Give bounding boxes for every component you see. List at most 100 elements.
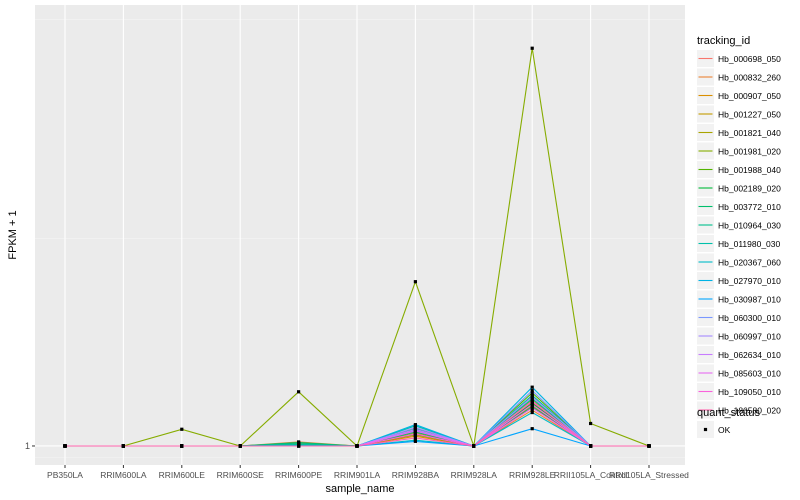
point-Hb_000832_260-8 bbox=[530, 408, 534, 412]
legend-shape-key bbox=[703, 427, 708, 432]
point-Hb_001981_020-8 bbox=[530, 46, 534, 50]
legend-label: Hb_010964_030 bbox=[718, 221, 781, 231]
legend-shape-label: OK bbox=[718, 425, 731, 435]
legend-shape-item-OK: OK bbox=[697, 421, 731, 438]
point-Hb_186580_020-3 bbox=[238, 444, 242, 448]
legend-item-Hb_000698_050: Hb_000698_050 bbox=[697, 50, 781, 67]
legend-label: Hb_085603_010 bbox=[718, 369, 781, 379]
legend-label: Hb_062634_010 bbox=[718, 350, 781, 360]
legend-shape-title: quant_status bbox=[697, 407, 760, 419]
point-Hb_062634_010-6 bbox=[413, 427, 417, 431]
legend-item-Hb_000907_050: Hb_000907_050 bbox=[697, 87, 781, 104]
grid-minor bbox=[35, 19, 685, 458]
point-Hb_027970_010-6 bbox=[413, 423, 417, 427]
x-tick-label-1: RRIM600LA bbox=[100, 470, 147, 480]
legend-item-Hb_001988_040: Hb_001988_040 bbox=[697, 161, 781, 178]
legend-item-Hb_030987_010: Hb_030987_010 bbox=[697, 290, 781, 308]
legend-label: Hb_020367_060 bbox=[718, 258, 781, 268]
legend-color-items: Hb_000698_050 Hb_000832_260 Hb_000907_050 H… bbox=[697, 50, 781, 419]
grid-major bbox=[35, 5, 685, 465]
point-Hb_001981_020-9 bbox=[589, 421, 593, 426]
y-tick-label-0: 1 bbox=[25, 441, 30, 451]
plot-panel bbox=[35, 5, 685, 465]
x-tick-label-4: RRIM600PE bbox=[275, 470, 323, 480]
legend-item-Hb_010964_030: Hb_010964_030 bbox=[697, 216, 781, 234]
point-Hb_109050_010-8 bbox=[530, 406, 534, 410]
x-tick-label-10: RRII105LA_Stressed bbox=[609, 470, 689, 480]
legend-item-Hb_001227_050: Hb_001227_050 bbox=[697, 105, 781, 123]
legend: tracking_id Hb_000698_050Hb_000832_260Hb… bbox=[697, 35, 781, 438]
legend-item-Hb_003772_010: Hb_003772_010 bbox=[697, 198, 781, 215]
legend-label: Hb_001821_040 bbox=[718, 128, 781, 138]
legend-label: Hb_000907_050 bbox=[718, 91, 781, 101]
legend-item-Hb_062634_010: Hb_062634_010 bbox=[697, 346, 781, 363]
point-Hb_186580_020-6 bbox=[413, 436, 417, 440]
legend-label: Hb_003772_010 bbox=[718, 202, 781, 212]
legend-item-Hb_060997_010: Hb_060997_010 bbox=[697, 327, 781, 345]
point-Hb_001981_020-4 bbox=[297, 390, 301, 394]
point-Hb_186580_020-5 bbox=[355, 444, 359, 448]
x-axis-title: sample_name bbox=[325, 483, 394, 495]
legend-item-Hb_001821_040: Hb_001821_040 bbox=[697, 124, 781, 141]
x-axis: PB350LA RRIM600LA RRIM600LE RRIM600SE RRIM60… bbox=[47, 465, 689, 480]
legend-label: Hb_186580_020 bbox=[718, 406, 781, 416]
legend-label: Hb_060300_010 bbox=[718, 313, 781, 323]
legend-label: Hb_109050_010 bbox=[718, 387, 781, 397]
point-Hb_011980_030-8 bbox=[530, 393, 534, 397]
legend-item-Hb_027970_010: Hb_027970_010 bbox=[697, 272, 781, 289]
legend-label: Hb_011980_030 bbox=[718, 239, 781, 249]
point-Hb_186580_020-2 bbox=[180, 444, 184, 448]
point-Hb_186580_020-8 bbox=[530, 399, 534, 404]
point-Hb_027970_010-8 bbox=[530, 385, 534, 389]
legend-label: Hb_002189_020 bbox=[718, 184, 781, 194]
x-tick-label-5: RRIM901LA bbox=[334, 470, 381, 480]
point-Hb_085603_010-6 bbox=[413, 429, 417, 433]
legend-item-Hb_011980_030: Hb_011980_030 bbox=[697, 235, 781, 252]
data-points bbox=[63, 46, 651, 448]
x-tick-label-0: PB350LA bbox=[47, 470, 83, 480]
x-tick-label-2: RRIM600LE bbox=[159, 470, 206, 480]
legend-label: Hb_001227_050 bbox=[718, 110, 781, 120]
y-axis: 1 bbox=[25, 441, 35, 451]
x-tick-label-7: RRIM928LA bbox=[451, 470, 498, 480]
legend-label: Hb_000698_050 bbox=[718, 54, 781, 64]
x-tick-label-9: RRII105LA_Control bbox=[554, 470, 628, 480]
point-Hb_020367_060-8 bbox=[530, 410, 534, 415]
legend-item-Hb_020367_060: Hb_020367_060 bbox=[697, 253, 781, 271]
point-Hb_186580_020-9 bbox=[589, 444, 593, 448]
legend-label: Hb_030987_010 bbox=[718, 295, 781, 305]
point-Hb_001981_020-2 bbox=[180, 427, 184, 431]
y-axis-title: FPKM + 1 bbox=[7, 210, 19, 259]
legend-label: Hb_001988_040 bbox=[718, 165, 781, 175]
point-Hb_186580_020-1 bbox=[121, 444, 125, 448]
legend-shape-items: OK bbox=[697, 421, 731, 438]
point-Hb_186580_020-7 bbox=[472, 444, 476, 448]
point-Hb_001988_040-8 bbox=[530, 391, 534, 395]
legend-item-Hb_060300_010: Hb_060300_010 bbox=[697, 309, 781, 326]
legend-item-Hb_000832_260: Hb_000832_260 bbox=[697, 68, 781, 86]
point-Hb_186580_020-0 bbox=[63, 444, 67, 448]
legend-color-title: tracking_id bbox=[697, 35, 750, 47]
point-Hb_085603_010-8 bbox=[530, 402, 534, 407]
point-Hb_060997_010-6 bbox=[413, 425, 417, 430]
point-Hb_186580_020-4 bbox=[297, 444, 301, 448]
point-Hb_000907_050-6 bbox=[413, 434, 417, 438]
point-Hb_030987_010-8 bbox=[530, 427, 534, 431]
legend-item-Hb_186580_020: Hb_186580_020 bbox=[697, 401, 781, 419]
legend-label: Hb_000832_260 bbox=[718, 73, 781, 83]
point-Hb_030987_010-6 bbox=[413, 439, 417, 443]
x-tick-label-8: RRIM928LE bbox=[509, 470, 556, 480]
legend-label: Hb_001981_020 bbox=[718, 147, 781, 157]
point-Hb_186580_020-10 bbox=[647, 444, 651, 448]
legend-label: Hb_027970_010 bbox=[718, 276, 781, 286]
legend-item-Hb_001981_020: Hb_001981_020 bbox=[697, 142, 781, 160]
x-tick-label-6: RRIM928BA bbox=[392, 470, 440, 480]
legend-item-Hb_002189_020: Hb_002189_020 bbox=[697, 179, 781, 197]
legend-item-Hb_085603_010: Hb_085603_010 bbox=[697, 364, 781, 382]
legend-label: Hb_060997_010 bbox=[718, 332, 781, 342]
point-Hb_001981_020-6 bbox=[413, 280, 417, 284]
point-Hb_060300_010-8 bbox=[530, 389, 534, 393]
x-tick-label-3: RRIM600SE bbox=[217, 470, 265, 480]
point-Hb_060997_010-8 bbox=[530, 395, 534, 399]
